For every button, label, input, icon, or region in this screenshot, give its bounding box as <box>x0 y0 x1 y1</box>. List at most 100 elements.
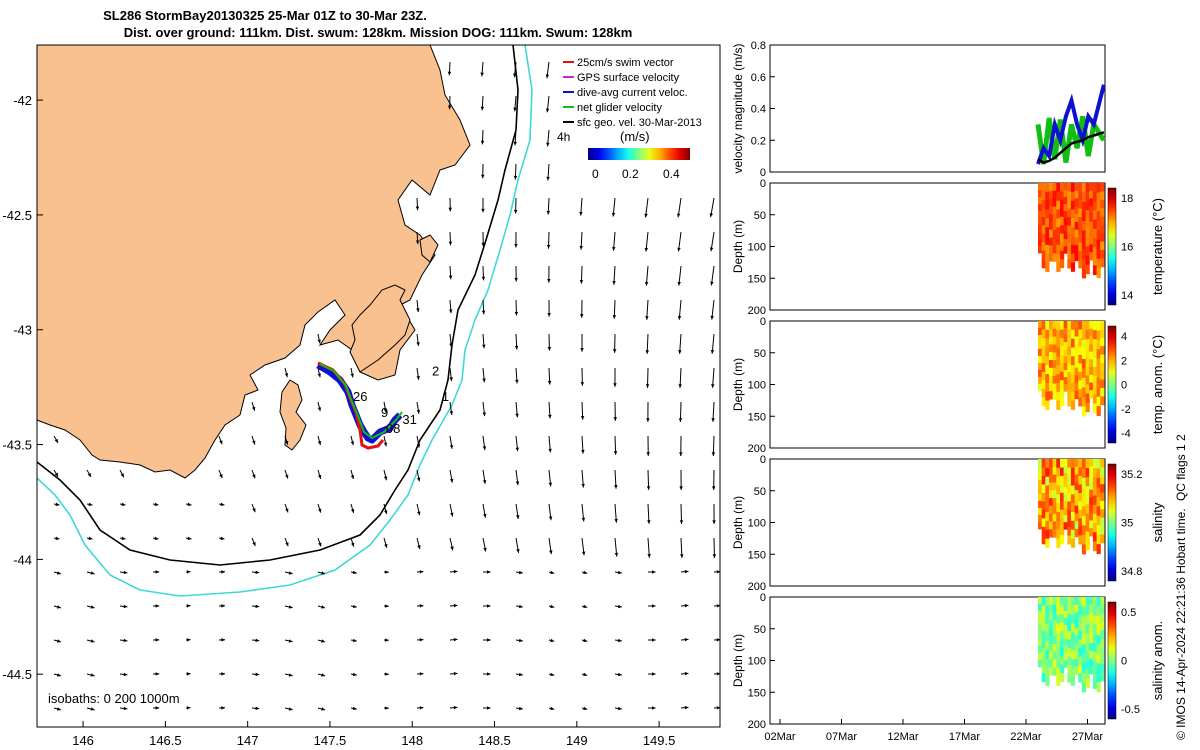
heatmap-cell <box>1071 356 1075 365</box>
heatmap-cell <box>1064 501 1068 509</box>
velocity-y-tick-label: 0.8 <box>751 40 766 52</box>
heatmap-colorbar <box>1108 188 1116 305</box>
heatmap-cell <box>1049 636 1053 644</box>
legend-sfc-geo: sfc geo. vel. 30-Mar-2013 <box>577 117 702 129</box>
heatmap-cell <box>1093 211 1097 221</box>
heatmap-cell <box>1082 626 1086 636</box>
heatmap-cell <box>1093 229 1097 239</box>
heatmap-cell <box>1093 625 1097 635</box>
heatmap-cell <box>1064 508 1068 515</box>
heatmap-cell <box>1053 337 1057 345</box>
heatmap-cell <box>1064 232 1068 240</box>
heatmap-cell <box>1100 355 1104 364</box>
heatmap-cell <box>1053 384 1057 392</box>
colorbar-label: temperature (°C) <box>1150 198 1165 295</box>
heatmap-cell <box>1067 606 1071 615</box>
heatmap-cell <box>1100 501 1104 510</box>
heatmap-cell <box>1038 508 1042 516</box>
heatmap-cell <box>1038 473 1042 481</box>
heatmap-cell <box>1038 232 1042 240</box>
heatmap-cell <box>1078 527 1082 536</box>
heatmap-cell <box>1045 245 1049 254</box>
depth-tick-label: 50 <box>754 624 766 636</box>
heatmap-cell <box>1067 665 1071 674</box>
heatmap-cell <box>1053 230 1057 238</box>
heatmap-cell <box>1097 516 1101 526</box>
heatmap-cell <box>1097 240 1101 250</box>
heatmap-cell <box>1053 475 1057 483</box>
heatmap-cell <box>1042 346 1046 355</box>
heatmap-cell <box>1056 668 1060 677</box>
heatmap-cell <box>1042 622 1046 631</box>
heatmap-cell <box>1053 329 1057 337</box>
heatmap-cell <box>1097 535 1101 545</box>
heatmap-cell <box>1049 597 1053 605</box>
heatmap-cell <box>1067 674 1071 683</box>
heatmap-cell <box>1064 459 1068 467</box>
heatmap-cell <box>1078 502 1082 511</box>
heatmap-cell <box>1093 679 1097 689</box>
heatmap-cell <box>1078 397 1082 406</box>
heatmap-cell <box>1075 521 1079 529</box>
heatmap-cell <box>1071 218 1075 227</box>
heatmap-cell <box>1100 258 1104 267</box>
heatmap-cell <box>1093 403 1097 413</box>
heatmap-cell <box>1056 477 1060 486</box>
heatmap-cell <box>1060 397 1064 406</box>
heatmap-cell <box>1038 197 1042 205</box>
legend-gps: GPS surface velocity <box>577 72 680 84</box>
heatmap-cell <box>1078 518 1082 527</box>
heatmap-cell <box>1049 521 1053 529</box>
heatmap-cell <box>1053 621 1057 629</box>
heatmap-cell <box>1093 606 1097 616</box>
heatmap-cell <box>1067 183 1071 192</box>
heatmap-cell <box>1071 236 1075 245</box>
heatmap-cell <box>1071 668 1075 677</box>
heatmap-cell <box>1056 459 1060 468</box>
heatmap-cell <box>1067 536 1071 545</box>
heatmap-cell <box>1042 192 1046 201</box>
colorbar-tick-label: -2 <box>1121 404 1131 416</box>
heatmap-cell <box>1089 367 1093 375</box>
heatmap-cell <box>1056 330 1060 339</box>
heatmap-cell <box>1086 633 1090 643</box>
heatmap-cell <box>1086 403 1090 413</box>
heatmap-cell <box>1100 639 1104 648</box>
heatmap-cell <box>1042 656 1046 665</box>
colorbar-tick-label: -4 <box>1121 428 1131 440</box>
heatmap-cell <box>1064 349 1068 357</box>
heatmap-cell <box>1082 506 1086 516</box>
heatmap-cell <box>1042 631 1046 640</box>
heatmap-cell <box>1067 209 1071 218</box>
depth-tick-label: 200 <box>748 719 766 731</box>
heatmap-cell <box>1060 380 1064 389</box>
heatmap-cell <box>1045 459 1049 468</box>
heatmap-cell <box>1089 482 1093 490</box>
depth-tick-label: 50 <box>754 486 766 498</box>
heatmap-cell <box>1093 330 1097 340</box>
heatmap-cell <box>1082 340 1086 350</box>
heatmap-cell <box>1089 467 1093 475</box>
heatmap-cell <box>1053 514 1057 522</box>
heatmap-cell <box>1049 514 1053 522</box>
heatmap-cell <box>1038 611 1042 619</box>
heatmap-cell <box>1071 494 1075 503</box>
heatmap-cell <box>1049 620 1053 628</box>
heatmap-cell <box>1064 625 1068 633</box>
colorbar-tick-label: 14 <box>1121 290 1133 302</box>
heatmap-cell <box>1056 210 1060 219</box>
heatmap-cell <box>1071 624 1075 633</box>
heatmap-cell <box>1056 201 1060 210</box>
heatmap-cell <box>1060 330 1064 339</box>
heatmap-cell <box>1045 677 1049 686</box>
heatmap-cell <box>1049 498 1053 506</box>
heatmap-cell <box>1067 226 1071 235</box>
heatmap-cell <box>1100 605 1104 614</box>
heatmap-cell <box>1045 468 1049 477</box>
heatmap-cell <box>1078 192 1082 201</box>
heatmap-cell <box>1097 378 1101 388</box>
heatmap-cell <box>1064 473 1068 481</box>
heatmap-cell <box>1067 321 1071 330</box>
heatmap-cell <box>1089 206 1093 214</box>
heatmap-cell <box>1078 226 1082 235</box>
